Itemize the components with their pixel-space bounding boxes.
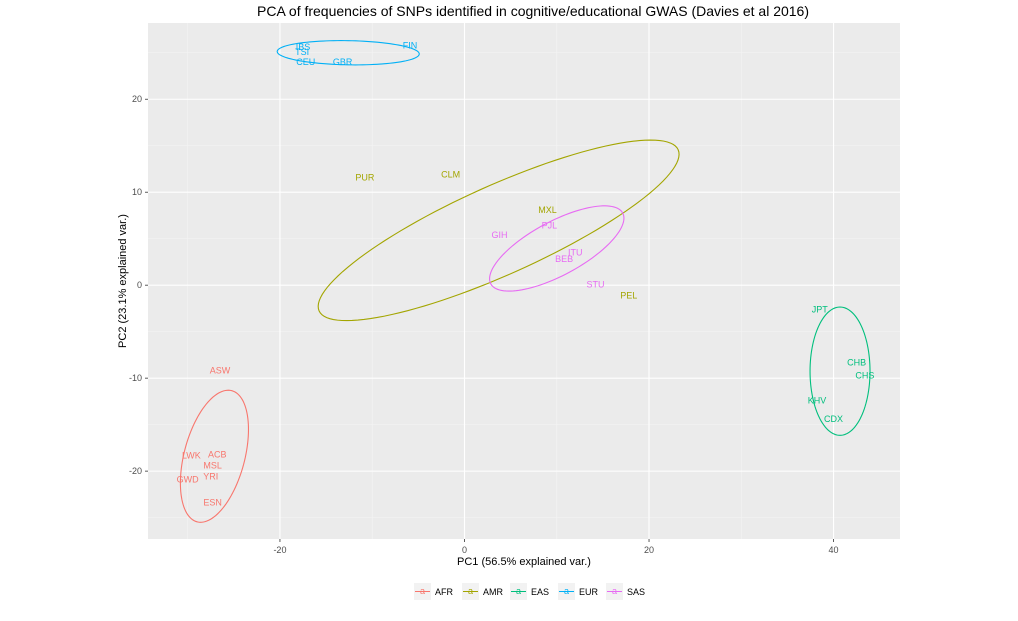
point-label-asw: ASW (210, 366, 231, 376)
x-tick-label: 0 (462, 545, 467, 555)
point-label-lwk: LWK (182, 450, 201, 460)
y-tick-label: -10 (129, 373, 142, 383)
legend-key-glyph: a (612, 586, 617, 596)
point-label-msl: MSL (203, 461, 222, 471)
legend-label: EUR (579, 587, 599, 597)
grid-minor (148, 23, 900, 539)
point-label-tsi: TSI (295, 47, 309, 57)
y-tick-label: 20 (132, 94, 142, 104)
point-label-pur: PUR (355, 172, 375, 182)
point-label-stu: STU (587, 279, 605, 289)
x-tick-label: 40 (829, 545, 839, 555)
y-tick-label: 0 (137, 280, 142, 290)
point-label-ceu: CEU (296, 57, 315, 67)
ellipse-eas (809, 306, 871, 436)
legend-label: AMR (483, 587, 504, 597)
point-label-esn: ESN (203, 498, 222, 508)
ellipse-amr (317, 139, 680, 322)
point-label-chb: CHB (847, 357, 866, 367)
point-label-fin: FIN (403, 40, 418, 50)
y-axis-title: PC2 (23.1% explained var.) (117, 214, 129, 348)
legend-key-glyph: a (516, 586, 521, 596)
ellipse-afr (179, 389, 250, 523)
x-axis-ticks: -20 0 20 40 (273, 539, 839, 555)
point-label-khv: KHV (808, 395, 827, 405)
point-label-mxl: MXL (538, 205, 557, 215)
legend-item-eur: a EUR (558, 583, 599, 600)
legend-key-glyph: a (468, 586, 473, 596)
legend-label: AFR (435, 587, 454, 597)
point-label-chs: CHS (855, 370, 874, 380)
point-label-itu: ITU (568, 248, 583, 258)
ellipses-layer (179, 40, 871, 523)
x-tick-label: -20 (273, 545, 286, 555)
legend-item-sas: a SAS (606, 583, 645, 600)
legend-key-glyph: a (420, 586, 425, 596)
point-label-ibs: IBS (296, 42, 311, 52)
point-label-cdx: CDX (824, 414, 843, 424)
point-label-beb: BEB (555, 254, 573, 264)
point-label-pjl: PJL (542, 221, 558, 231)
legend-item-amr: a AMR (462, 583, 504, 600)
legend: a AFR a AMR a EAS a EUR a SAS (414, 583, 645, 600)
y-axis-ticks: -20 -10 0 10 20 (129, 94, 148, 476)
x-axis-title: PC1 (56.5% explained var.) (457, 556, 591, 568)
point-label-gih: GIH (492, 230, 508, 240)
legend-label: SAS (627, 587, 645, 597)
legend-item-afr: a AFR (414, 583, 454, 600)
ellipse-sas (489, 205, 625, 292)
point-label-gbr: GBR (333, 57, 353, 67)
ellipse-eur (276, 40, 420, 66)
point-label-jpt: JPT (812, 304, 829, 314)
plot-panel (148, 23, 900, 539)
y-tick-label: -20 (129, 466, 142, 476)
legend-item-eas: a EAS (510, 583, 549, 600)
point-label-clm: CLM (441, 170, 460, 180)
y-tick-label: 10 (132, 187, 142, 197)
chart-title: PCA of frequencies of SNPs identified in… (257, 3, 809, 19)
point-label-acb: ACB (208, 449, 227, 459)
x-tick-label: 20 (644, 545, 654, 555)
point-label-yri: YRI (203, 472, 218, 482)
legend-label: EAS (531, 587, 549, 597)
point-label-gwd: GWD (177, 474, 199, 484)
grid-major (148, 23, 900, 539)
legend-key-glyph: a (564, 586, 569, 596)
point-label-pel: PEL (620, 290, 637, 300)
